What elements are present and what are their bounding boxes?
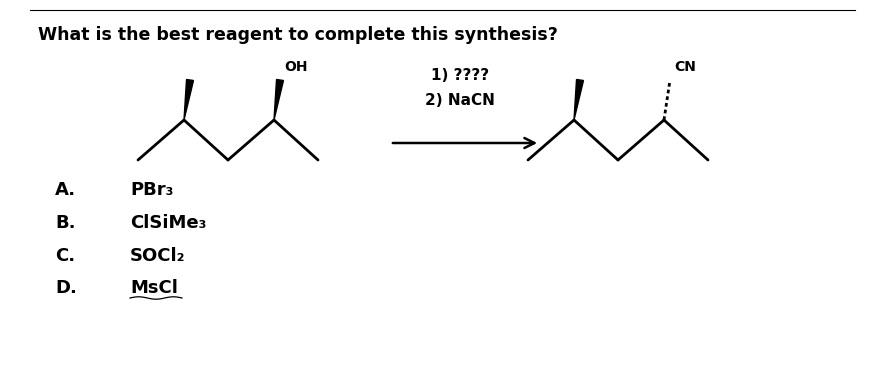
Text: B.: B. (55, 214, 75, 232)
Text: 2) NaCN: 2) NaCN (425, 93, 495, 108)
Text: CN: CN (674, 60, 696, 74)
Text: MsCl: MsCl (130, 279, 178, 297)
Polygon shape (274, 79, 284, 120)
Polygon shape (574, 79, 583, 120)
Text: SOCl₂: SOCl₂ (130, 247, 185, 265)
Text: 1) ????: 1) ???? (431, 68, 489, 83)
Polygon shape (184, 79, 194, 120)
Text: ClSiMe₃: ClSiMe₃ (130, 214, 206, 232)
Text: C.: C. (55, 247, 75, 265)
Text: A.: A. (55, 181, 76, 199)
Text: What is the best reagent to complete this synthesis?: What is the best reagent to complete thi… (38, 26, 558, 44)
Text: PBr₃: PBr₃ (130, 181, 174, 199)
Text: OH: OH (284, 60, 307, 74)
Text: D.: D. (55, 279, 77, 297)
